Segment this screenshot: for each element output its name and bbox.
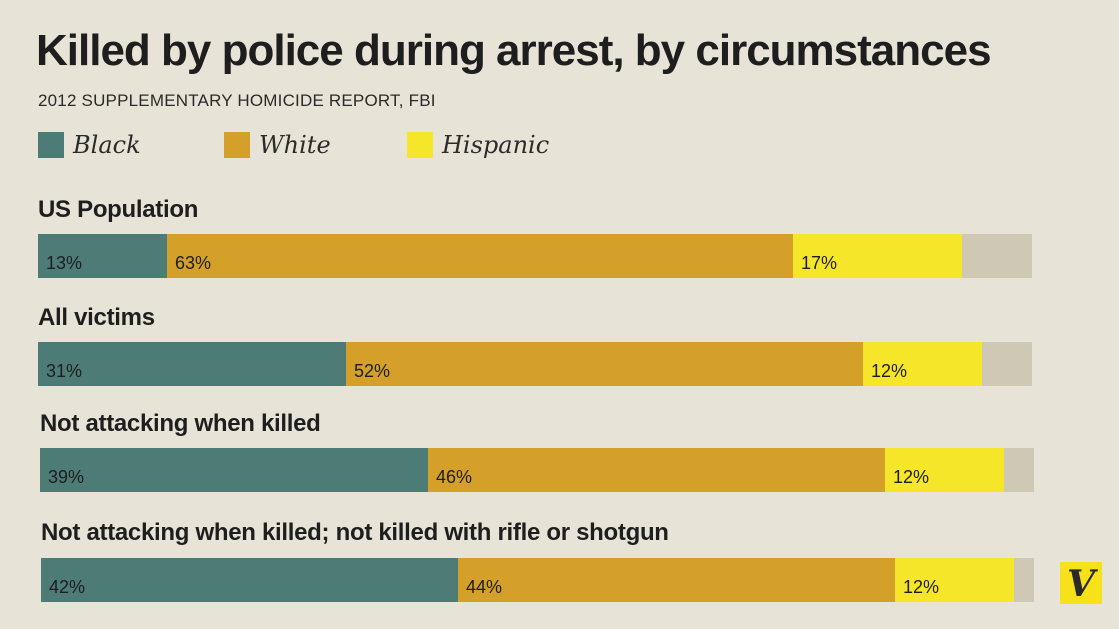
legend-swatch-white: [224, 132, 250, 158]
legend-swatch-black: [38, 132, 64, 158]
bar-segment-white-not-attacking-no-rifle: [458, 558, 895, 602]
data-label-hispanic-not-attacking-no-rifle: 12%: [903, 577, 940, 597]
legend-swatch-hispanic: [407, 132, 433, 158]
row-label-all-victims: All victims: [38, 304, 155, 331]
bar-segment-black-not-attacking-no-rifle: [41, 558, 458, 602]
bar-segment-black-all-victims: [38, 342, 346, 386]
bar-track-not-attacking: [40, 448, 1034, 492]
vox-logo: V: [1060, 562, 1102, 605]
chart-title: Killed by police during arrest, by circu…: [36, 26, 992, 75]
bar-segment-white-us-population: [167, 234, 793, 278]
bar-segment-white-not-attacking: [428, 448, 885, 492]
bar-track-us-population: [38, 234, 1032, 278]
data-label-black-us-population: 13%: [46, 253, 83, 273]
chart-subtitle: 2012 SUPPLEMENTARY HOMICIDE REPORT, FBI: [38, 91, 436, 110]
bar-segment-hispanic-not-attacking: [885, 448, 1004, 492]
bar-segment-hispanic-not-attacking-no-rifle: [895, 558, 1014, 602]
bar-segment-black-not-attacking: [40, 448, 428, 492]
data-label-hispanic-not-attacking: 12%: [893, 467, 930, 487]
row-label-not-attacking-no-rifle: Not attacking when killed; not killed wi…: [41, 519, 669, 546]
data-label-white-not-attacking-no-rifle: 44%: [466, 577, 503, 597]
row-label-us-population: US Population: [38, 196, 199, 223]
data-label-white-all-victims: 52%: [354, 361, 391, 381]
data-label-hispanic-us-population: 17%: [801, 253, 838, 273]
bar-segment-hispanic-us-population: [793, 234, 962, 278]
vox-logo-letter: V: [1067, 563, 1095, 605]
data-label-white-us-population: 63%: [175, 253, 212, 273]
data-label-black-not-attacking: 39%: [48, 467, 85, 487]
data-label-white-not-attacking: 46%: [436, 467, 473, 487]
bar-segment-black-us-population: [38, 234, 167, 278]
legend-label-white: White: [259, 131, 331, 159]
data-label-hispanic-all-victims: 12%: [871, 361, 908, 381]
bar-track-all-victims: [38, 342, 1032, 386]
row-label-not-attacking: Not attacking when killed: [40, 410, 321, 437]
legend-label-hispanic: Hispanic: [442, 131, 550, 159]
bar-track-not-attacking-no-rifle: [41, 558, 1034, 602]
legend-label-black: Black: [73, 131, 141, 159]
bar-segment-hispanic-all-victims: [863, 342, 982, 386]
data-label-black-all-victims: 31%: [46, 361, 83, 381]
data-label-black-not-attacking-no-rifle: 42%: [49, 577, 86, 597]
bar-segment-white-all-victims: [346, 342, 863, 386]
